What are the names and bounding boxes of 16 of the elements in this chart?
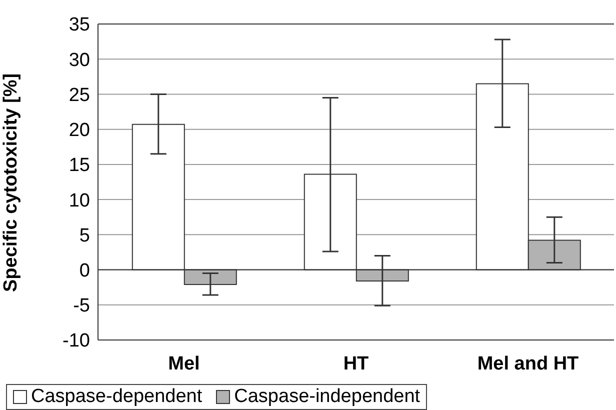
- y-tick-label: 20: [68, 120, 90, 142]
- y-tick-label: -5: [73, 296, 90, 317]
- y-tick-label: 15: [68, 155, 90, 176]
- y-tick-label: -10: [62, 330, 90, 352]
- x-tick-label: Mel: [168, 353, 200, 374]
- x-tick-label: HT: [343, 353, 370, 374]
- y-tick-label: 5: [79, 225, 90, 246]
- legend-label: Caspase-dependent: [30, 386, 202, 408]
- y-axis-title: Specific cytotoxicity [%]: [0, 73, 22, 292]
- y-tick-label: 10: [68, 190, 90, 212]
- legend-label: Caspase-independent: [233, 386, 420, 408]
- y-tick-label: 0: [79, 260, 90, 282]
- x-tick-label: Mel and HT: [477, 353, 580, 374]
- y-tick-label: 30: [68, 50, 90, 71]
- y-tick-label: 25: [68, 84, 90, 106]
- y-tick-label: 35: [68, 14, 90, 36]
